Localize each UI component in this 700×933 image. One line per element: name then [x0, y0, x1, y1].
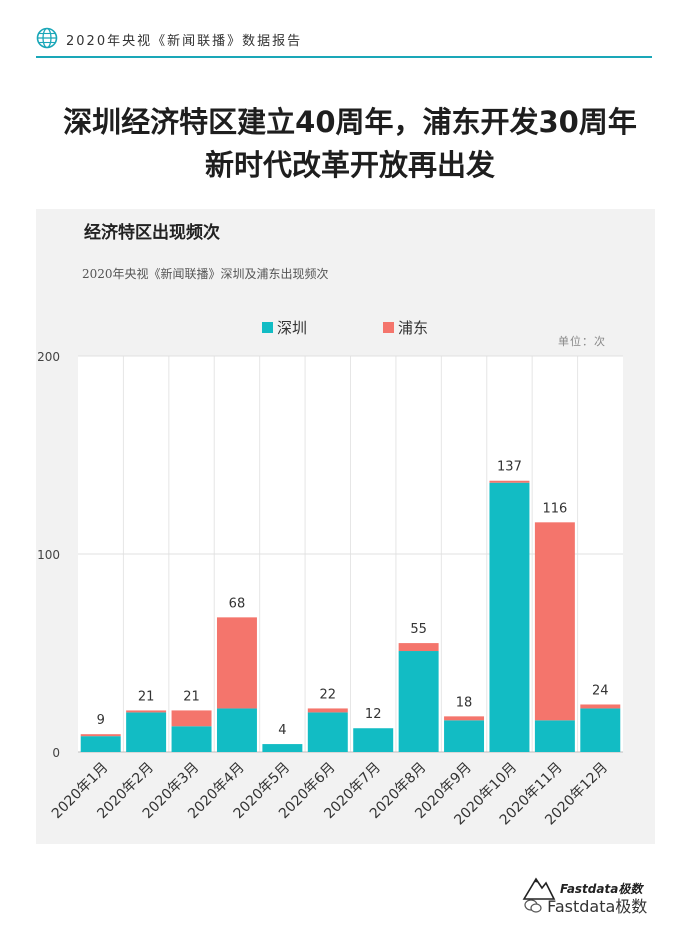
bar-segment-pudong [171, 710, 212, 727]
bar-segment-pudong [534, 522, 575, 721]
bar-segment-pudong [80, 734, 121, 737]
page-title-line2: 新时代改革开放再出发 [204, 148, 495, 182]
total-data-label: 4 [278, 723, 286, 738]
bar-segment-shenzhen [580, 708, 621, 752]
total-data-label: 68 [229, 596, 246, 611]
legend-label-pudong: 浦东 [398, 319, 428, 337]
total-data-label: 55 [410, 622, 427, 637]
total-data-label: 21 [138, 689, 155, 704]
report-header: 2020年央视《新闻联播》数据报告 [0, 0, 700, 60]
bar-segment-pudong [216, 617, 257, 709]
bar-segment-shenzhen [171, 726, 212, 752]
legend-swatch-shenzhen [262, 322, 273, 333]
total-data-label: 9 [97, 713, 105, 728]
bar-segment-shenzhen [80, 736, 121, 752]
legend-swatch-pudong [383, 322, 394, 333]
unit-label: 单位：次 [558, 335, 606, 348]
wechat-label: Fastdata极数 [547, 897, 648, 916]
mountain-logo-icon [522, 877, 556, 900]
bar-segment-pudong [126, 710, 167, 713]
bar-segment-shenzhen [444, 720, 485, 752]
total-data-label: 22 [320, 687, 337, 702]
report-label: 2020年央视《新闻联播》数据报告 [66, 34, 303, 49]
bar-segment-shenzhen [307, 712, 348, 752]
chart-subtitle: 2020年央视《新闻联播》深圳及浦东出现频次 [82, 267, 329, 281]
total-data-label: 18 [456, 695, 473, 710]
bar-segment-shenzhen [534, 720, 575, 752]
total-data-label: 24 [592, 683, 609, 698]
page-title-line1: 深圳经济特区建立40周年，浦东开发30周年 [63, 105, 637, 139]
bar-segment-pudong [444, 716, 485, 721]
brand-name: Fastdata极数 [560, 882, 643, 896]
bar-segment-pudong [489, 480, 530, 483]
chart-heading: 经济特区出现频次 [84, 223, 220, 243]
total-data-label: 21 [183, 689, 200, 704]
y-tick-label: 200 [37, 350, 60, 364]
total-data-label: 137 [497, 460, 522, 475]
globe-icon [36, 27, 58, 49]
header-divider [36, 56, 652, 58]
total-data-label: 12 [365, 707, 382, 722]
y-tick-label: 0 [52, 746, 60, 760]
bar-segment-shenzhen [398, 651, 439, 752]
legend-label-shenzhen: 深圳 [277, 319, 307, 337]
bar-segment-shenzhen [353, 728, 394, 752]
total-data-label: 116 [542, 501, 567, 516]
bar-segment-shenzhen [262, 744, 303, 752]
wechat-icon [524, 899, 542, 913]
bar-segment-shenzhen [126, 712, 167, 752]
bar-segment-pudong [307, 708, 348, 713]
bar-segment-pudong [580, 704, 621, 709]
y-tick-label: 100 [37, 548, 60, 562]
bar-segment-shenzhen [489, 482, 530, 752]
bar-segment-pudong [398, 643, 439, 652]
wechat-account: Fastdata极数 [524, 893, 647, 917]
bar-segment-shenzhen [216, 708, 257, 752]
